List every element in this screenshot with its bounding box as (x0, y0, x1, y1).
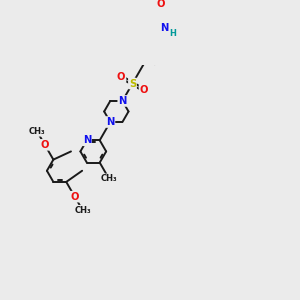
Text: O: O (40, 140, 49, 150)
Text: O: O (70, 192, 79, 202)
Text: CH₃: CH₃ (29, 127, 45, 136)
Text: O: O (117, 72, 125, 82)
Text: O: O (157, 0, 165, 9)
Text: CH₃: CH₃ (74, 206, 91, 214)
Text: H: H (169, 29, 176, 38)
Text: O: O (140, 85, 148, 95)
Text: CH₃: CH₃ (174, 0, 190, 2)
Text: CH₃: CH₃ (101, 174, 117, 183)
Text: N: N (160, 23, 169, 33)
Text: N: N (83, 135, 91, 145)
Text: N: N (118, 96, 127, 106)
Text: S: S (129, 79, 136, 88)
Text: N: N (106, 117, 114, 127)
